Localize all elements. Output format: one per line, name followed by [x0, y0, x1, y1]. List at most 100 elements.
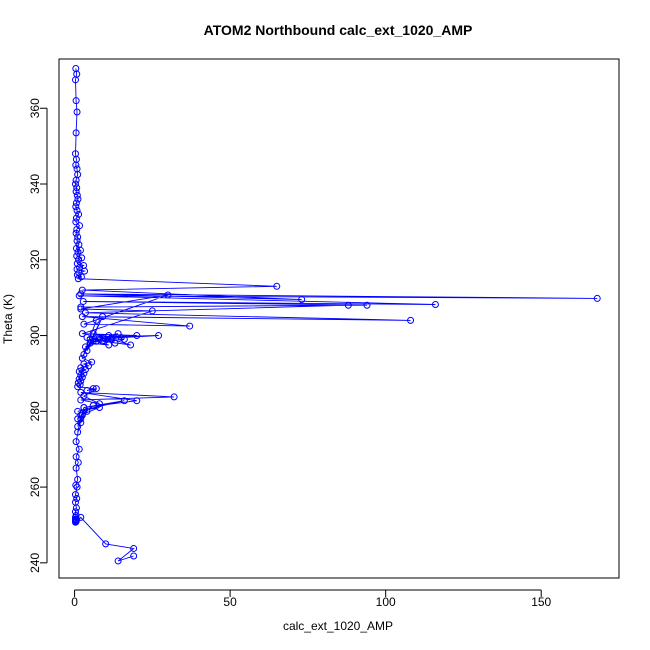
data-point [72, 176, 80, 184]
data-point [73, 108, 81, 116]
data-point [73, 191, 81, 199]
data-point [92, 385, 100, 393]
data-point [74, 428, 82, 436]
data-point [74, 379, 82, 387]
data-point [72, 481, 80, 489]
data-point [75, 292, 83, 300]
x-tick-label: 50 [223, 595, 237, 609]
data-point [363, 301, 371, 309]
data-point [73, 271, 81, 279]
data-point [72, 218, 80, 226]
y-axis-label: Theta (K) [1, 294, 15, 344]
y-tick-label: 280 [28, 401, 42, 421]
data-point [133, 397, 141, 405]
data-point [75, 210, 83, 218]
data-point [92, 316, 100, 324]
data-point [89, 337, 97, 345]
data-point [431, 300, 439, 308]
data-point [73, 237, 81, 245]
data-point [78, 411, 86, 419]
data-point [71, 491, 79, 499]
data-point [72, 229, 80, 237]
series-layer [71, 64, 601, 565]
x-tick-label: 0 [71, 595, 78, 609]
data-point [74, 248, 82, 256]
y-tick-label: 300 [28, 325, 42, 345]
data-point [114, 330, 122, 338]
data-point [105, 341, 113, 349]
data-point [130, 552, 138, 560]
data-point [72, 129, 80, 137]
data-point [78, 330, 86, 338]
data-point [79, 297, 87, 305]
chart-title: ATOM2 Northbound calc_ext_1020_AMP [204, 22, 473, 38]
data-point [80, 320, 88, 328]
data-point [71, 76, 79, 84]
data-point [71, 180, 79, 188]
data-point [80, 404, 88, 412]
x-axis-label: calc_ext_1020_AMP [283, 619, 393, 633]
data-point [74, 195, 82, 203]
data-point [80, 350, 88, 358]
data-point [407, 316, 415, 324]
data-point [72, 517, 80, 525]
data-point [81, 343, 89, 351]
data-point [95, 335, 103, 343]
data-point [72, 438, 80, 446]
data-point [75, 256, 83, 264]
y-axis: 240 260 280 300 320 340 360 [28, 98, 48, 573]
data-point [72, 188, 80, 196]
data-point [73, 207, 81, 215]
y-tick-label: 340 [28, 174, 42, 194]
data-point [72, 464, 80, 472]
data-point [186, 322, 194, 330]
data-point [83, 386, 91, 394]
data-point [344, 301, 352, 309]
data-point [73, 483, 81, 491]
data-point [77, 513, 85, 521]
data-point [95, 404, 103, 412]
data-point [72, 504, 80, 512]
series-line [75, 68, 598, 562]
data-point [77, 364, 85, 372]
data-point [75, 368, 83, 376]
data-point [89, 385, 97, 393]
data-point [273, 282, 281, 290]
data-point [77, 388, 85, 396]
data-point [77, 303, 85, 311]
data-point [81, 366, 89, 374]
data-point [164, 291, 172, 299]
data-point [148, 307, 156, 315]
x-tick-label: 100 [376, 595, 396, 609]
data-point [78, 313, 86, 321]
data-point [99, 313, 107, 321]
data-point [72, 214, 80, 222]
data-point [73, 184, 81, 192]
x-tick-label: 150 [531, 595, 551, 609]
y-tick-label: 240 [28, 553, 42, 573]
data-point [593, 294, 601, 302]
y-tick-label: 320 [28, 249, 42, 269]
y-tick-label: 360 [28, 98, 42, 118]
data-point [72, 199, 80, 207]
data-point [95, 400, 103, 408]
data-point [108, 335, 116, 343]
data-point [114, 557, 122, 565]
data-point [120, 397, 128, 405]
data-point [77, 290, 85, 298]
data-point [77, 305, 85, 313]
data-point [127, 341, 135, 349]
data-point [78, 286, 86, 294]
data-point [77, 396, 85, 404]
plot-frame [58, 58, 620, 579]
data-point [72, 244, 80, 252]
data-point [155, 332, 163, 340]
data-point [102, 540, 110, 548]
data-point [72, 97, 80, 105]
y-tick-label: 260 [28, 477, 42, 497]
data-point [89, 330, 97, 338]
data-point [89, 402, 97, 410]
x-axis: 0 50 100 150 [71, 589, 552, 609]
